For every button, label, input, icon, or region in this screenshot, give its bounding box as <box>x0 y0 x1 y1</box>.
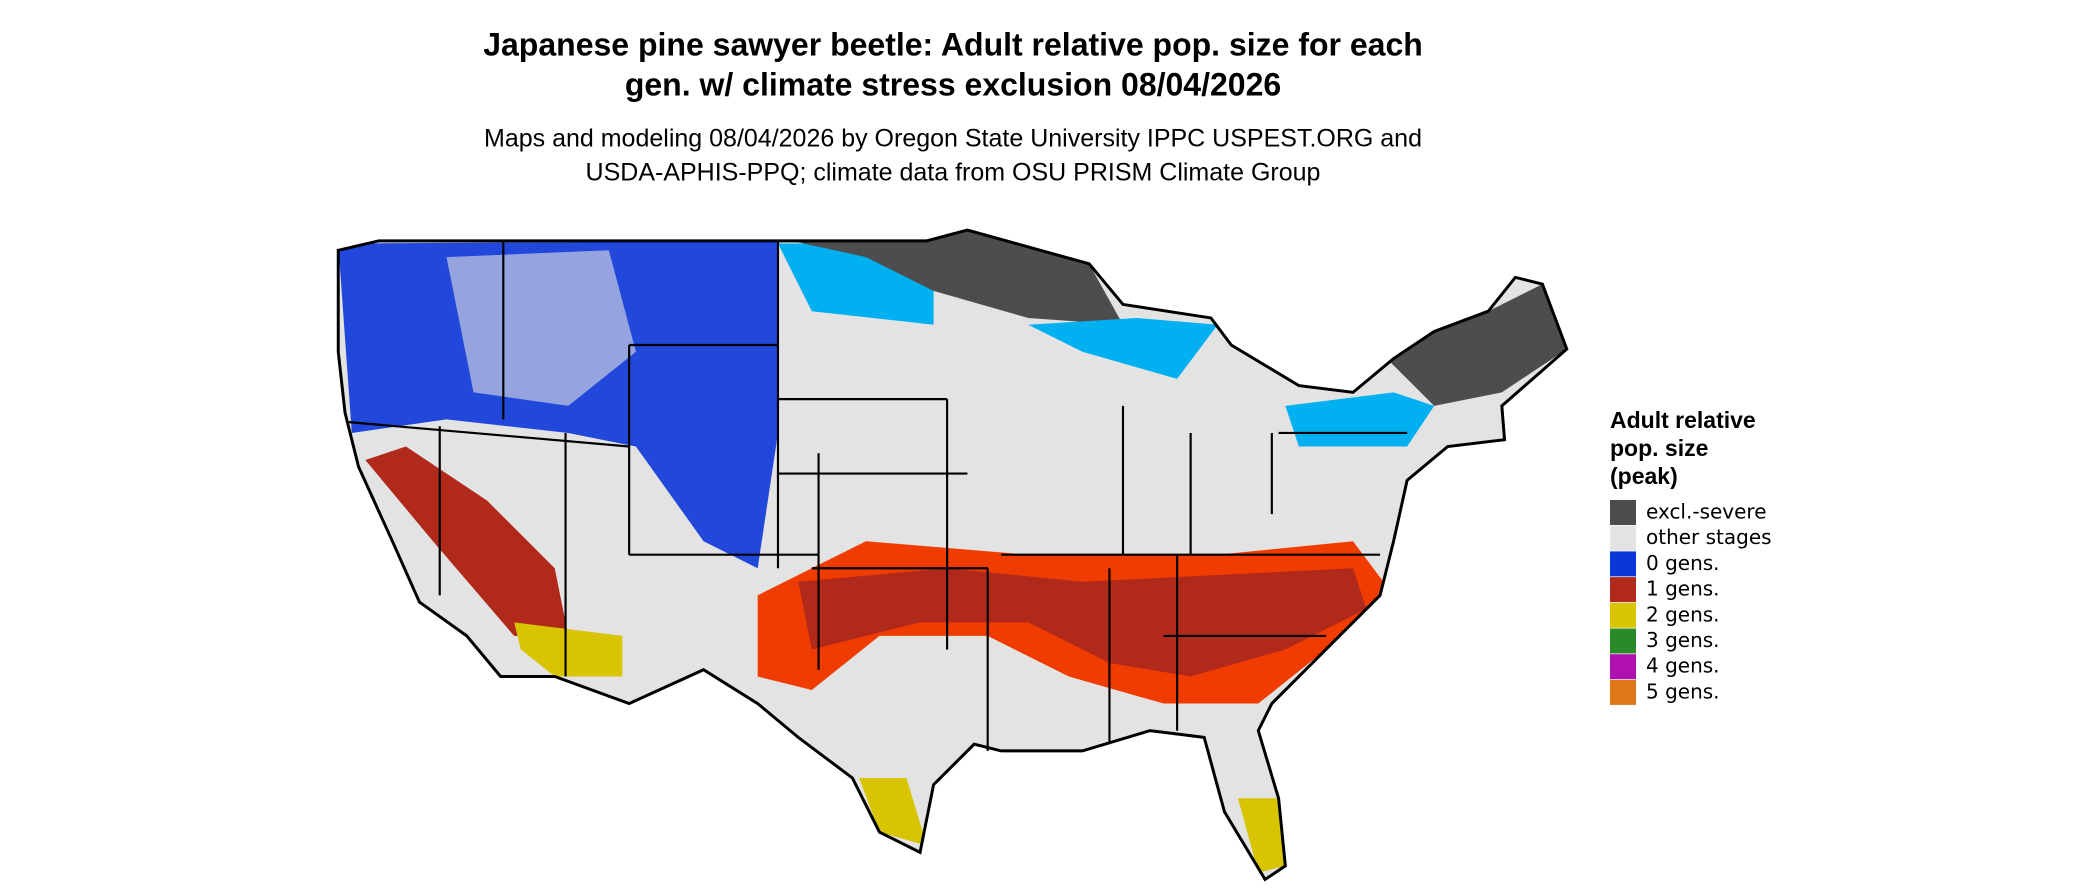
legend-title: pop. size <box>1610 435 1708 461</box>
subtitle: Maps and modeling 08/04/2026 by Oregon S… <box>484 125 1422 153</box>
legend-title: (peak) <box>1610 463 1678 489</box>
legend-label: 2 gens. <box>1646 602 1720 626</box>
legend-swatch <box>1610 525 1636 551</box>
legend-swatch <box>1610 551 1636 577</box>
legend-swatch <box>1610 628 1636 654</box>
legend-swatch <box>1610 577 1636 603</box>
legend-swatch <box>1610 500 1636 525</box>
subtitle: USDA-APHIS-PPQ; climate data from OSU PR… <box>586 159 1321 187</box>
legend-label: 5 gens. <box>1646 679 1720 703</box>
title: Japanese pine sawyer beetle: Adult relat… <box>483 26 1423 62</box>
legend-label: other stages <box>1646 525 1772 549</box>
legend-swatch <box>1610 654 1636 680</box>
legend-label: 4 gens. <box>1646 654 1720 678</box>
map <box>336 228 1569 882</box>
legend-label: 1 gens. <box>1646 577 1720 601</box>
legend-label: 0 gens. <box>1646 551 1720 575</box>
legend-swatch <box>1610 679 1636 705</box>
legend-swatch <box>1610 602 1636 628</box>
legend-label: 3 gens. <box>1646 628 1720 652</box>
title: gen. w/ climate stress exclusion 08/04/2… <box>625 66 1281 102</box>
legend-label: excl.-severe <box>1646 500 1767 524</box>
legend-title: Adult relative <box>1610 407 1756 433</box>
